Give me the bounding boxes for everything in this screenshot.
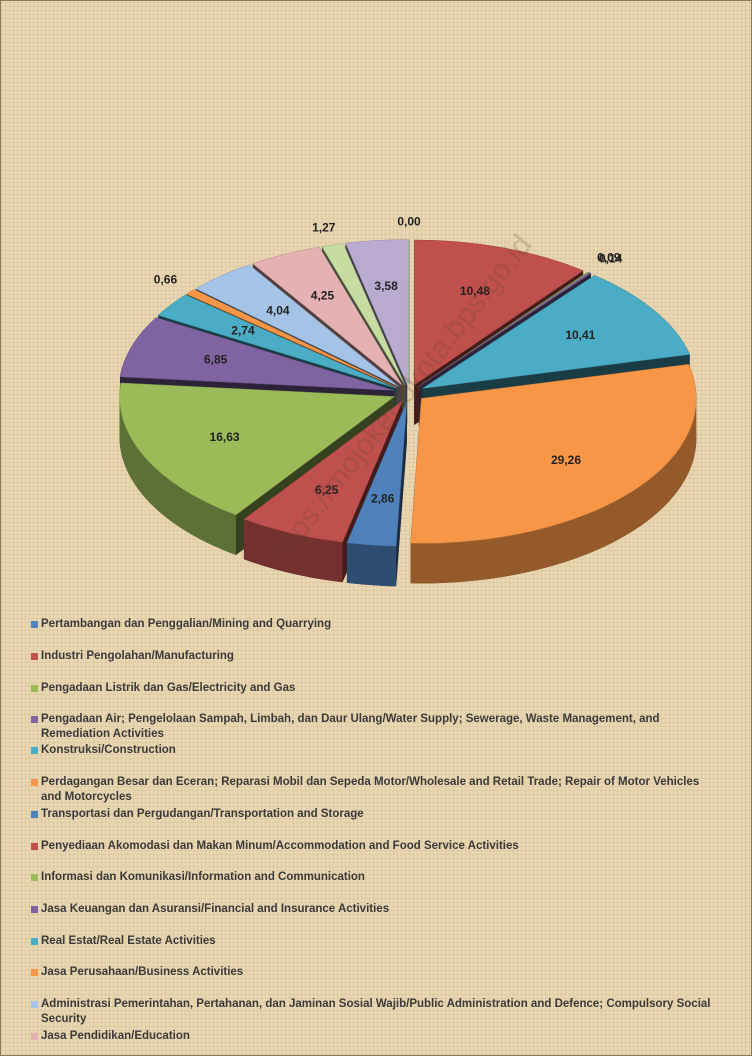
data-label: 10,48: [460, 284, 490, 298]
legend-item: Real Estat/Real Estate Activities: [31, 934, 721, 949]
legend-label: Real Estat/Real Estate Activities: [41, 935, 216, 947]
legend-label: Perdagangan Besar dan Eceran; Reparasi M…: [41, 776, 700, 803]
slice: [252, 246, 403, 386]
legend-label: Jasa Pendidikan/Education: [41, 1030, 190, 1042]
data-label: 1,27: [312, 220, 336, 234]
legend-label: Pengadaan Listrik dan Gas/Electricity an…: [41, 682, 296, 694]
legend-item: Jasa Pendidikan/Education: [31, 1029, 721, 1044]
legend-item: Pengadaan Air; Pengelolaan Sampah, Limba…: [31, 712, 721, 742]
legend-item: Administrasi Pemerintahan, Pertahanan, d…: [31, 997, 721, 1027]
legend-item: Pengadaan Listrik dan Gas/Electricity an…: [31, 681, 721, 696]
legend-swatch: [31, 1033, 38, 1040]
legend-swatch: [31, 779, 38, 786]
slice: [321, 243, 406, 385]
slice: [119, 382, 396, 516]
data-label: 4,04: [266, 303, 290, 317]
legend-item: Informasi dan Komunikasi/Information and…: [31, 870, 721, 885]
legend-swatch: [31, 874, 38, 881]
legend-item: Pertambangan dan Penggalian/Mining and Q…: [31, 617, 721, 632]
legend-item: Penyediaan Akomodasi dan Makan Minum/Acc…: [31, 839, 721, 854]
legend-swatch: [31, 843, 38, 850]
slice: [243, 399, 404, 543]
slice: [346, 401, 408, 547]
legend-label: Pertambangan dan Penggalian/Mining and Q…: [41, 618, 332, 630]
legend-item: Jasa Perusahaan/Business Activities: [31, 965, 721, 980]
data-label: 0,00: [397, 214, 421, 228]
legend-item: Konstruksi/Construction: [31, 743, 721, 758]
slice: [410, 364, 697, 544]
legend-label: Jasa Perusahaan/Business Activities: [41, 966, 244, 978]
legend-swatch: [31, 653, 38, 660]
slice: [418, 272, 592, 387]
legend-item: Jasa Keuangan dan Asuransi/Financial and…: [31, 902, 721, 917]
slice: [157, 294, 397, 389]
legend-label: Konstruksi/Construction: [41, 744, 176, 756]
legend-swatch: [31, 716, 38, 723]
slice: [186, 289, 398, 388]
slice-wall: [346, 542, 397, 587]
slice-wall: [243, 519, 343, 583]
slice: [413, 239, 584, 386]
data-label: 10,41: [565, 328, 595, 342]
legend-item: Industri Pengolahan/Manufacturing: [31, 649, 721, 664]
chart: 0,00 10,48 0,090,14 10,41 29,26 2,86 6,25 16,63…: [119, 214, 697, 587]
slice-wall: [119, 396, 236, 556]
legend-swatch: [31, 906, 38, 913]
legend-swatch: [31, 938, 38, 945]
legend-swatch: [31, 621, 38, 628]
data-label: 2,74: [231, 324, 255, 338]
legend-label: Jasa Keuangan dan Asuransi/Financial and…: [41, 903, 390, 915]
legend-swatch: [31, 747, 38, 754]
legend-swatch: [31, 685, 38, 692]
data-label: 3,58: [374, 279, 398, 293]
data-label: 16,63: [210, 430, 240, 444]
legend-label: Pengadaan Air; Pengelolaan Sampah, Limba…: [41, 713, 660, 740]
legend-swatch: [31, 811, 38, 818]
data-label: 0,14: [599, 251, 623, 265]
slice: [345, 239, 408, 385]
legend-label: Transportasi dan Pergudangan/Transportat…: [41, 808, 364, 820]
data-label: 6,85: [204, 352, 228, 366]
slice-wall: [410, 398, 697, 584]
slice: [422, 275, 691, 389]
data-label: 4,25: [311, 288, 335, 302]
legend-item: Perdagangan Besar dan Eceran; Reparasi M…: [31, 775, 721, 805]
legend-label: Informasi dan Komunikasi/Information and…: [41, 871, 365, 883]
slice: [195, 264, 399, 387]
legend-label: Penyediaan Akomodasi dan Makan Minum/Acc…: [41, 840, 519, 852]
data-label: 2,86: [371, 491, 395, 505]
legend-swatch: [31, 1001, 38, 1008]
legend-label: Administrasi Pemerintahan, Pertahanan, d…: [41, 998, 711, 1025]
data-label: 6,25: [315, 483, 339, 497]
data-label: 0,09: [597, 251, 621, 265]
data-label: 0,66: [154, 272, 178, 286]
legend-item: Transportasi dan Pergudangan/Transportat…: [31, 807, 721, 822]
data-label: 29,26: [551, 453, 581, 467]
legend-swatch: [31, 969, 38, 976]
legend-label: Industri Pengolahan/Manufacturing: [41, 650, 234, 662]
slice: [119, 317, 394, 391]
